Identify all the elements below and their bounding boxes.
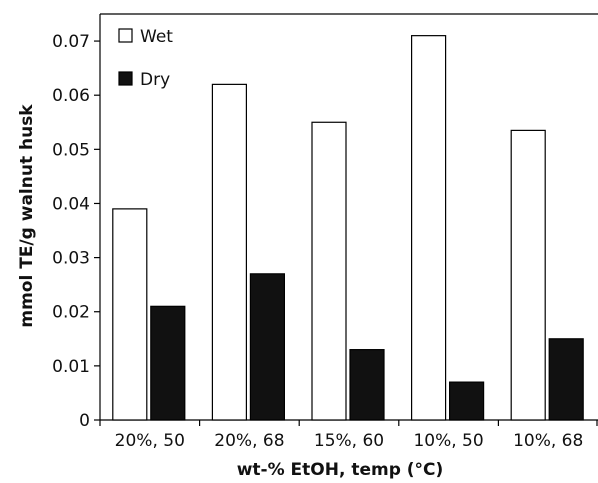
bar-wet [112, 208, 148, 421]
bar-wet [311, 121, 347, 421]
y-tick-label: 0.03 [52, 249, 90, 269]
y-axis-title: mmol TE/g walnut husk [17, 104, 37, 328]
x-axis-title: wt-% EtOH, temp (°C) [237, 460, 444, 480]
legend-label-dry: Dry [140, 70, 170, 90]
y-tick-label: 0.06 [52, 86, 90, 106]
bar-dry [449, 381, 485, 421]
x-tick-label: 10%, 68 [513, 431, 583, 451]
bar-wet [411, 35, 447, 421]
bar-dry [548, 338, 584, 421]
y-tick-label: 0.05 [52, 140, 90, 160]
bar-wet [211, 83, 247, 421]
x-tick-label: 20%, 68 [214, 431, 284, 451]
y-tick-label: 0.04 [52, 194, 90, 214]
bar-dry [150, 305, 186, 421]
legend-swatch-dry [118, 71, 133, 86]
bar-dry [349, 349, 385, 421]
bar-dry [249, 273, 285, 421]
y-tick-label: 0.01 [52, 357, 90, 377]
y-tick-label: 0.02 [52, 303, 90, 323]
x-tick-label: 20%, 50 [115, 431, 185, 451]
bar-wet [510, 129, 546, 421]
legend-label-wet: Wet [140, 27, 173, 47]
y-tick-label: 0 [79, 411, 90, 431]
y-tick-label: 0.07 [52, 32, 90, 52]
x-tick-label: 10%, 50 [413, 431, 483, 451]
x-tick-label: 15%, 60 [314, 431, 384, 451]
legend-swatch-wet [118, 28, 133, 43]
